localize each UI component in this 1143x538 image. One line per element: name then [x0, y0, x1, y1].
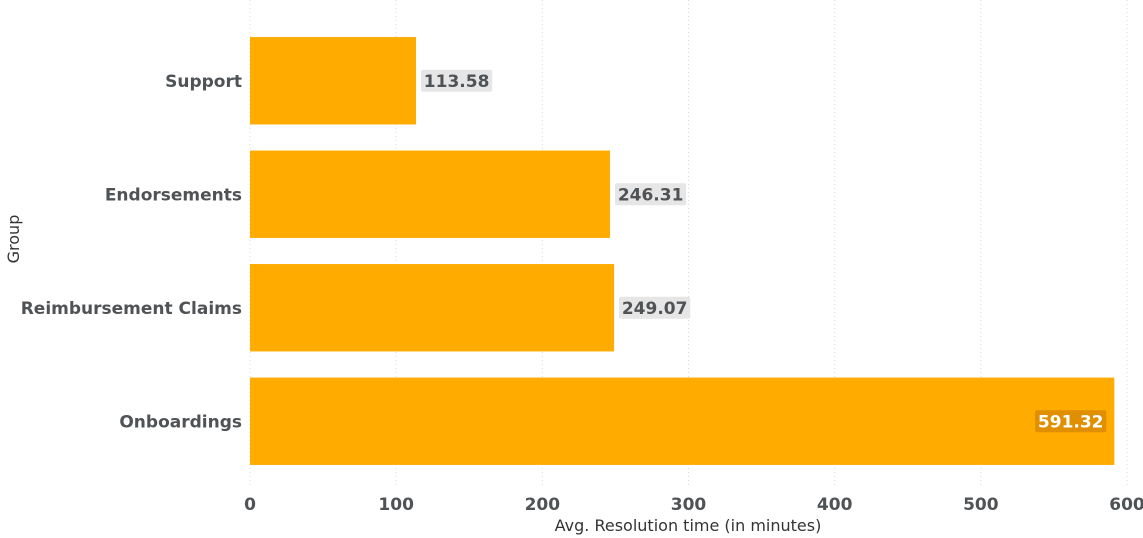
bar	[250, 150, 611, 238]
data-label-background	[1035, 410, 1107, 433]
y-axis-title: Group	[4, 215, 23, 264]
x-tick-label: 500	[963, 495, 999, 515]
data-label-background	[615, 183, 687, 206]
category-label: Support	[165, 72, 242, 92]
data-label-layer: 113.58 246.31 249.07 591.32	[421, 69, 1107, 433]
data-label-background	[421, 69, 493, 92]
x-axis-title: Avg. Resolution time (in minutes)	[555, 516, 822, 535]
category-label: Onboardings	[119, 412, 242, 432]
data-label: 249.07	[622, 299, 688, 319]
data-label: 591.32	[1038, 412, 1104, 432]
data-label: 113.58	[424, 72, 490, 92]
bar	[250, 37, 417, 125]
bar	[250, 377, 1115, 465]
data-label-background	[619, 296, 691, 319]
x-tick-label: 600	[1109, 495, 1143, 515]
x-tick-label-layer: 0 100 200 300 400 500 600	[244, 495, 1143, 515]
category-label: Endorsements	[105, 185, 242, 205]
x-tick-label: 100	[378, 495, 414, 515]
x-tick-label: 400	[817, 495, 853, 515]
x-tick-label: 0	[244, 495, 256, 515]
data-label: 246.31	[618, 185, 684, 205]
bar-layer	[250, 37, 1115, 465]
x-tick-label: 300	[671, 495, 707, 515]
bar	[250, 264, 615, 352]
x-tick-label: 200	[525, 495, 561, 515]
category-label: Reimbursement Claims	[21, 299, 242, 319]
category-label-layer: Support Endorsements Reimbursement Claims O…	[21, 72, 242, 433]
